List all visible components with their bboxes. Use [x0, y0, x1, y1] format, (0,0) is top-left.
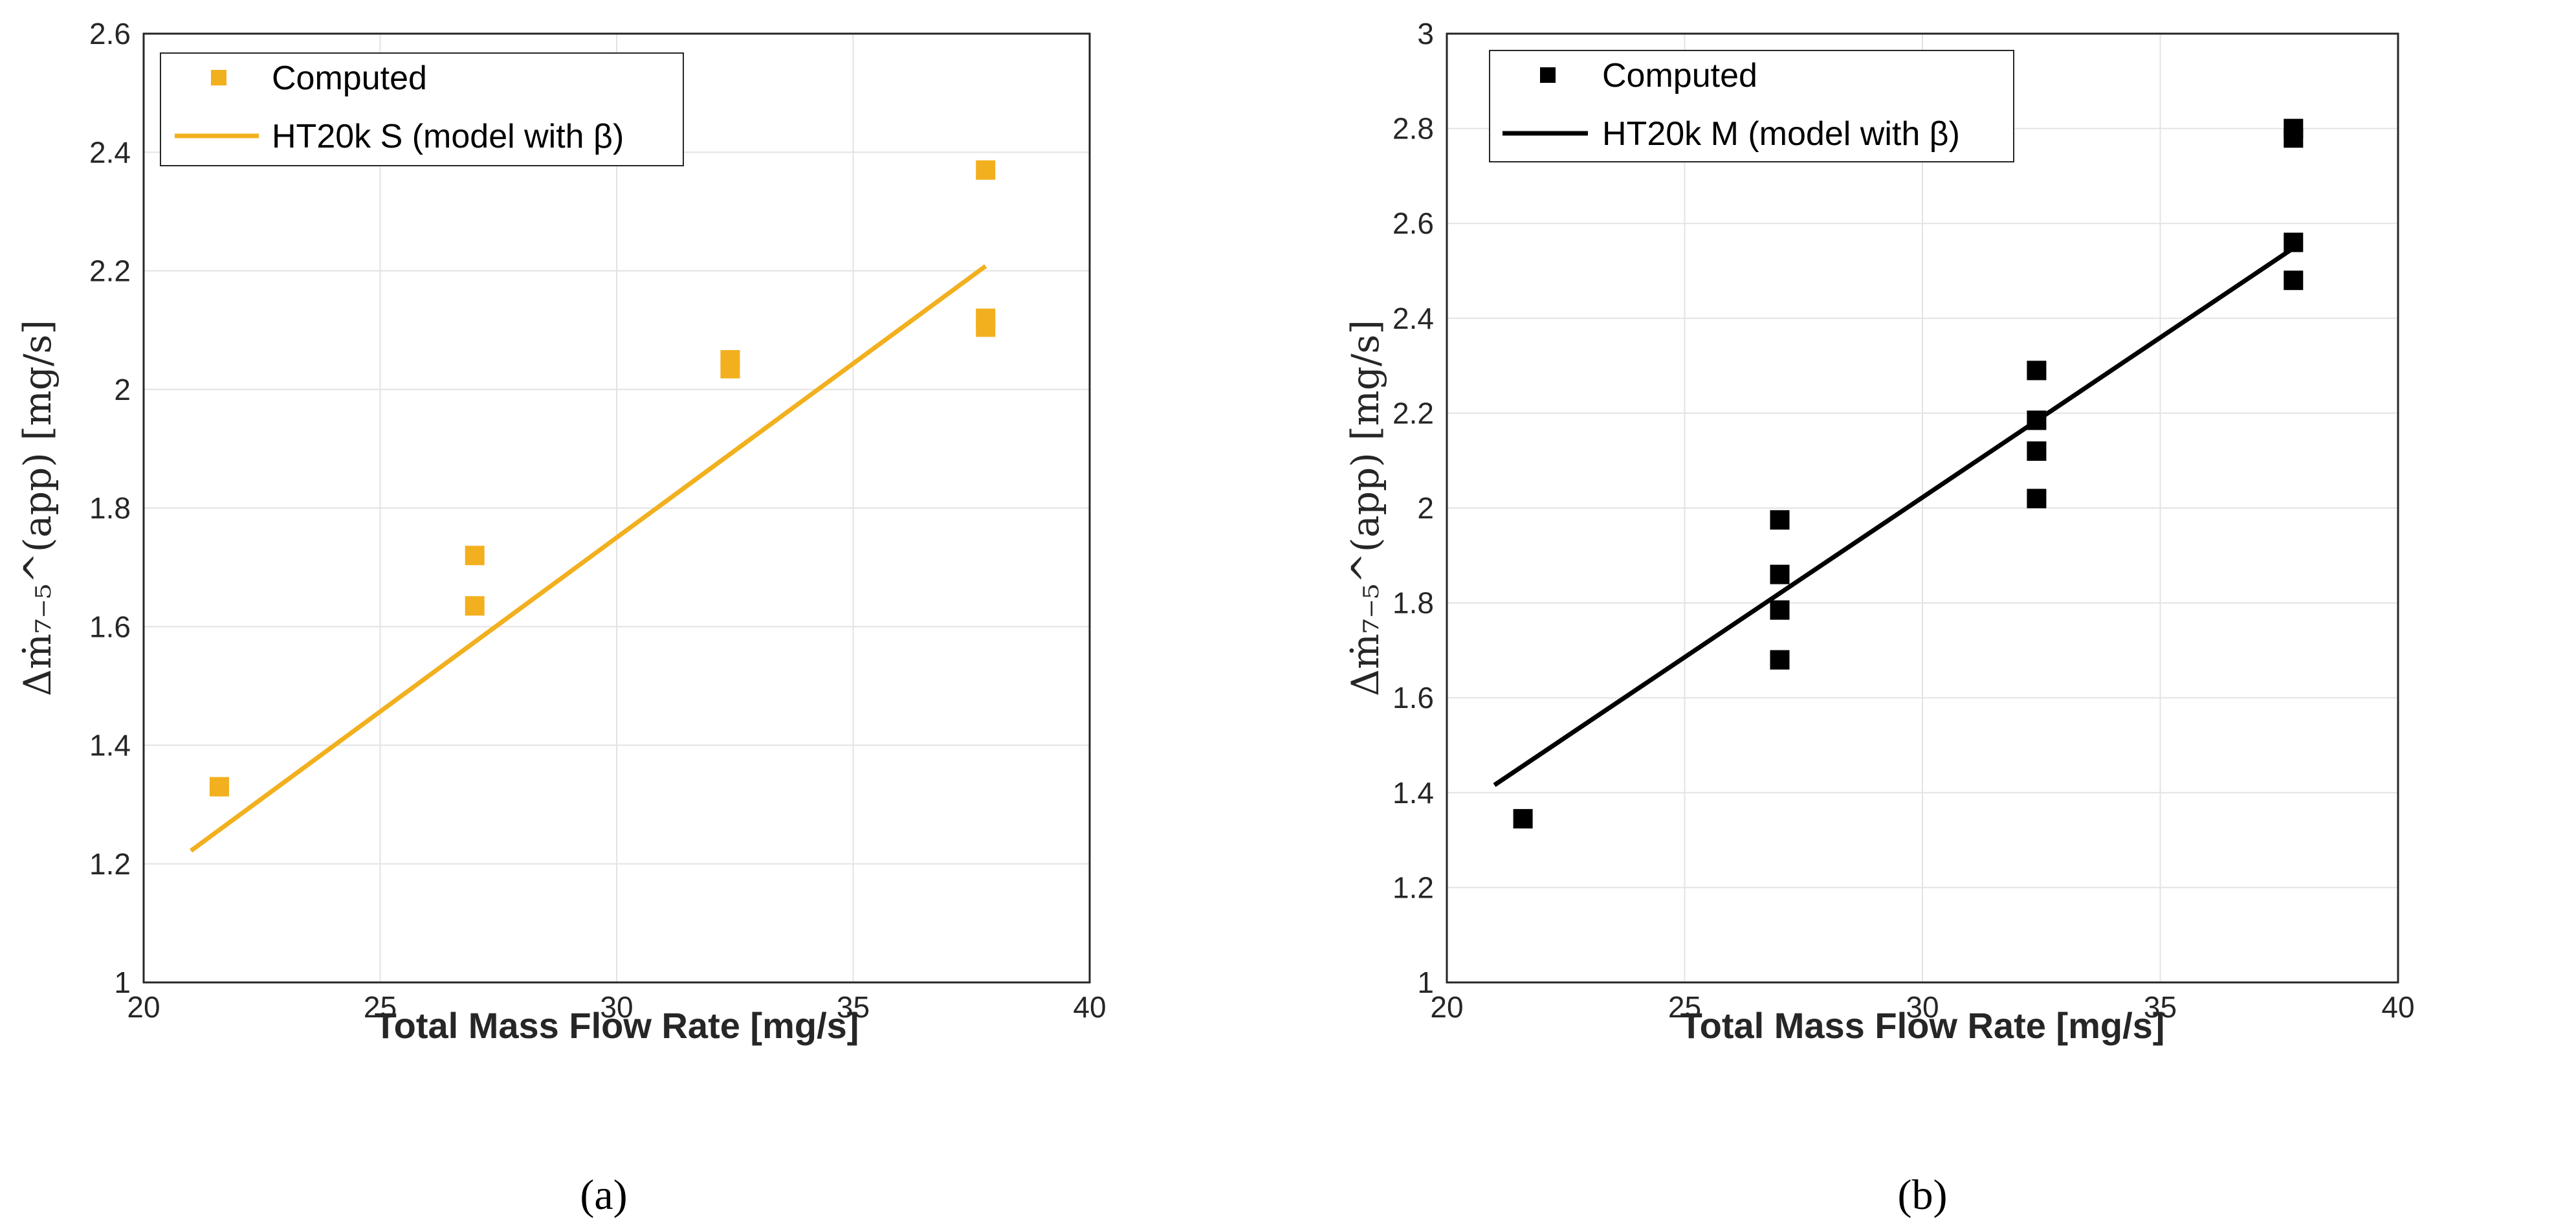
- chart-panel-b: 20 25 30 35 40 1 1.2 1.4 1.6 1.8 2 2.2 2.4 2.6 2.8 3 Co…: [1343, 17, 2415, 1219]
- panel-b-series: [1493, 118, 2304, 829]
- panel-b-ticks: 20 25 30 35 40 1 1.2 1.4 1.6 1.8 2 2.2 2.4 2.6 2.8 3: [1393, 17, 2415, 1024]
- computed-data-point: [209, 777, 229, 797]
- computed-data-point: [2027, 360, 2047, 381]
- computed-data-point: [2027, 489, 2047, 509]
- chart-panel-a: 20 25 30 35 40 1 1.2 1.4 1.6 1.8 2 2.2 2.4 2.6 Comput…: [0, 0, 1216, 1229]
- panel-b-legend-marker: [1540, 67, 1556, 83]
- panel-a-legend-label-computed: Computed: [272, 60, 427, 97]
- panel-b-axes-box: [1446, 32, 2399, 984]
- x-tick-label: 30: [600, 990, 633, 1024]
- y-tick-label: 2.6: [1393, 206, 1434, 240]
- panel-b-y-axis-label: Δṁ₇₋₅^(app) [mg/s]: [1343, 320, 1387, 696]
- computed-data-point: [1770, 650, 1790, 670]
- x-tick-label: 30: [1906, 990, 1939, 1024]
- y-tick-label: 1.8: [89, 491, 131, 525]
- computed-data-point: [465, 596, 485, 616]
- computed-data-point: [976, 160, 996, 180]
- panel-b-legend-label-model: HT20k M (model with β): [1602, 115, 1960, 153]
- y-tick-label: 1.6: [89, 610, 131, 643]
- y-tick-label: 1.4: [1393, 776, 1434, 810]
- y-tick-label: 1.6: [1393, 681, 1434, 714]
- y-tick-label: 1.2: [1393, 870, 1434, 904]
- x-tick-label: 35: [2144, 990, 2177, 1024]
- computed-data-point: [1770, 510, 1790, 530]
- y-tick-label: 1: [1417, 966, 1434, 999]
- panel-a-legend: Computed HT20k S (model with β): [160, 52, 684, 166]
- panel-a-series: [190, 160, 996, 853]
- panel-b-caption-label: (b): [1898, 1171, 1948, 1219]
- x-tick-label: 25: [364, 990, 397, 1024]
- x-tick-label: 40: [2381, 990, 2414, 1024]
- x-tick-label: 40: [1073, 990, 1106, 1024]
- computed-data-point: [2027, 441, 2047, 461]
- panel-a-x-axis-label: Total Mass Flow Rate [mg/s]: [375, 1005, 859, 1046]
- x-tick-label: 20: [127, 990, 160, 1024]
- panel-a-caption-label: (a): [580, 1171, 627, 1219]
- computed-data-point: [976, 317, 996, 337]
- panel-b-legend-box: [1489, 50, 2014, 162]
- y-tick-label: 1: [114, 966, 131, 999]
- y-tick-label: 1.8: [1393, 586, 1434, 620]
- computed-data-point: [1770, 564, 1790, 584]
- x-tick-label: 20: [1430, 990, 1463, 1024]
- panel-a-y-axis-label: Δṁ₇₋₅^(app) [mg/s]: [16, 320, 60, 696]
- computed-data-point: [2284, 128, 2304, 148]
- computed-data-point: [1770, 600, 1790, 620]
- y-tick-label: 3: [1417, 17, 1434, 50]
- y-tick-label: 2.2: [89, 254, 131, 288]
- y-tick-label: 2.6: [89, 17, 131, 50]
- computed-data-point: [465, 546, 485, 566]
- y-tick-label: 2.8: [1393, 112, 1434, 146]
- computed-data-point: [720, 359, 740, 379]
- computed-data-point: [2284, 271, 2304, 291]
- model-fit-line: [190, 264, 987, 853]
- y-tick-label: 2.4: [89, 135, 131, 169]
- x-tick-label: 25: [1668, 990, 1701, 1024]
- y-tick-label: 2: [114, 373, 131, 406]
- computed-data-point: [1513, 809, 1533, 829]
- y-tick-label: 2: [1417, 491, 1434, 525]
- panel-a-legend-label-model: HT20k S (model with β): [272, 118, 624, 155]
- y-tick-label: 2.4: [1393, 302, 1434, 335]
- panel-b-legend: Computed HT20k M (model with β): [1489, 50, 2014, 162]
- x-tick-label: 35: [837, 990, 870, 1024]
- y-tick-label: 1.4: [89, 729, 131, 762]
- panel-a-legend-box: [160, 52, 684, 166]
- panel-a-axes-box: [142, 32, 1091, 984]
- model-fit-line: [1493, 246, 2295, 787]
- panel-b-legend-label-computed: Computed: [1602, 57, 1757, 94]
- panel-b-x-axis-label: Total Mass Flow Rate [mg/s]: [1680, 1005, 2165, 1046]
- y-tick-label: 1.2: [89, 847, 131, 881]
- panel-a-legend-marker: [211, 70, 226, 85]
- panel-a-ticks: 20 25 30 35 40 1 1.2 1.4 1.6 1.8 2 2.2 2.4 2.6: [89, 17, 1106, 1024]
- y-tick-label: 2.2: [1393, 396, 1434, 430]
